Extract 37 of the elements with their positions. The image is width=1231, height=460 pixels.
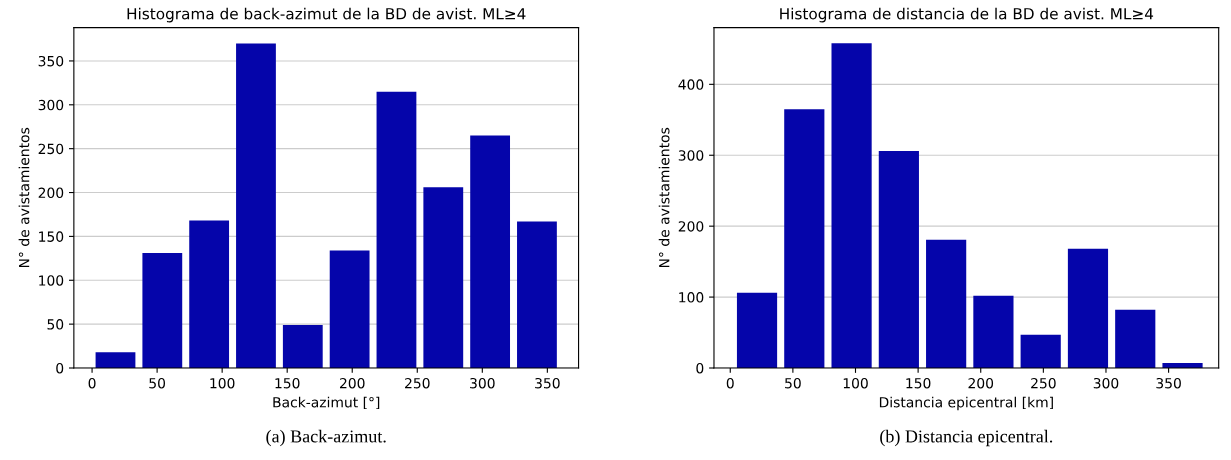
x-tick-label: 300 <box>1093 377 1119 389</box>
x-tick-label: 350 <box>535 377 560 389</box>
chart-title: Histograma de distancia de la BD de avist. ML≥4 <box>780 7 1154 23</box>
x-tick-label: 50 <box>149 377 166 389</box>
x-axis-title: Back-azimut [°] <box>273 396 380 410</box>
y-tick-label: 100 <box>679 292 704 303</box>
y-tick-label: 300 <box>678 150 704 161</box>
text: (b) Distancia epicentral. <box>880 429 1053 447</box>
x-tick-label: 150 <box>906 377 931 389</box>
y-axis-title: N° de avistamientos <box>18 127 30 268</box>
y-tick-label: 150 <box>39 231 64 242</box>
y-tick-label: 200 <box>678 221 704 232</box>
x-tick-label: 300 <box>470 377 495 389</box>
y-tick-label: 0 <box>56 362 64 374</box>
x-tick-label: 0 <box>88 377 96 389</box>
y-axis-title: N° de avistamientos <box>658 127 670 268</box>
x-tick-label: 50 <box>785 377 801 389</box>
y-tick-label: 0 <box>696 362 704 374</box>
x-tick-label: 200 <box>339 377 365 389</box>
x-tick-label: 350 <box>1156 377 1181 389</box>
x-tick-label: 100 <box>843 377 868 389</box>
x-tick-label: 250 <box>405 377 430 389</box>
x-tick-label: 100 <box>210 377 235 389</box>
y-tick-label: 400 <box>678 79 704 90</box>
y-tick-label: 200 <box>38 187 64 199</box>
chart-title: Histograma de back-azimut de la BD de avist. ML≥4 <box>127 7 526 23</box>
y-tick-label: 50 <box>47 319 64 330</box>
y-tick-label: 100 <box>39 275 64 286</box>
x-tick-label: 150 <box>275 377 300 389</box>
y-tick-label: 300 <box>38 99 64 111</box>
y-tick-label: 350 <box>38 55 64 67</box>
x-tick-label: 200 <box>968 377 994 389</box>
x-axis-title: Distancia epicentral [km] <box>879 396 1053 411</box>
y-tick-label: 250 <box>38 143 64 155</box>
x-tick-label: 250 <box>1031 377 1056 389</box>
x-tick-label: 0 <box>726 377 734 389</box>
text: (a) Back-azimut. <box>266 429 386 447</box>
